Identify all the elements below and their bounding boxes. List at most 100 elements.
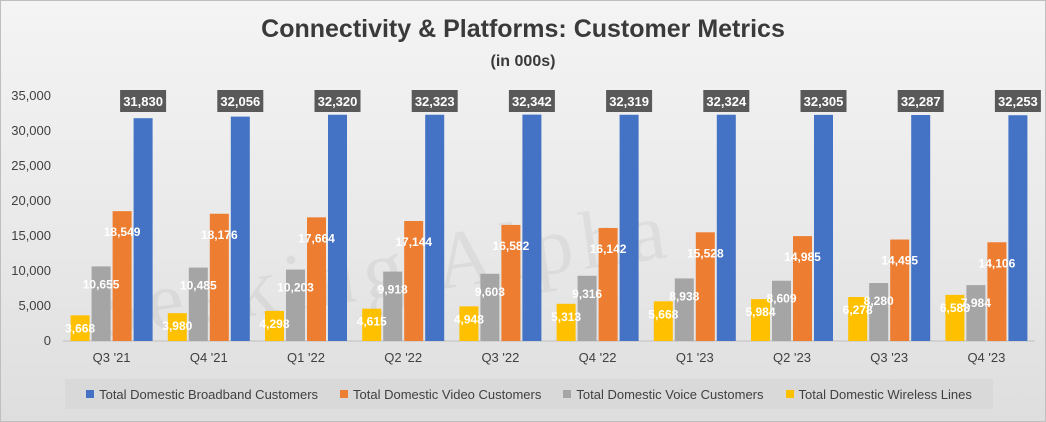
legend-label: Total Domestic Wireless Lines xyxy=(798,386,972,402)
data-label: 5,313 xyxy=(551,310,581,324)
data-label: 18,176 xyxy=(201,228,238,242)
bar-wireless xyxy=(848,297,868,341)
x-tick-label: Q1 '23 xyxy=(676,350,714,365)
bar-video xyxy=(987,242,1007,341)
data-label: 14,106 xyxy=(979,256,1016,270)
data-label-box xyxy=(994,90,1041,112)
data-label: 32,324 xyxy=(706,94,747,109)
data-label: 16,142 xyxy=(590,242,627,256)
data-label: 10,203 xyxy=(277,281,314,295)
bar-video xyxy=(695,232,715,341)
bar-broadband xyxy=(716,114,736,342)
data-label-box xyxy=(217,90,264,112)
data-label: 14,495 xyxy=(881,254,918,268)
bar-voice xyxy=(480,273,500,341)
y-tick-label: 0 xyxy=(44,333,51,348)
data-label: 14,985 xyxy=(784,250,821,264)
y-tick-label: 10,000 xyxy=(11,263,51,278)
legend-swatch xyxy=(86,390,95,398)
bar-wireless xyxy=(265,310,284,341)
data-label: 5,984 xyxy=(745,305,775,319)
data-label: 3,668 xyxy=(65,321,95,335)
data-label: 31,830 xyxy=(123,94,163,109)
bar-video xyxy=(501,224,521,341)
data-label-box xyxy=(897,90,944,112)
bar-video xyxy=(112,211,132,341)
x-tick-label: Q4 '21 xyxy=(190,350,228,365)
bar-wireless xyxy=(751,299,770,341)
y-tick-label: 30,000 xyxy=(11,123,51,138)
bar-video xyxy=(598,228,618,341)
data-label-box xyxy=(703,90,750,112)
data-label-box xyxy=(606,90,653,112)
data-label: 6,278 xyxy=(843,303,873,317)
y-tick-label: 15,000 xyxy=(11,228,51,243)
legend: Total Domestic Broadband Customers Total … xyxy=(65,379,993,409)
bar-wireless xyxy=(556,303,576,341)
bar-broadband xyxy=(133,118,153,341)
bar-video xyxy=(890,239,910,341)
chart-subtitle: (in 000s) xyxy=(490,53,556,70)
bar-video xyxy=(209,213,229,341)
data-label: 8,938 xyxy=(669,289,699,303)
legend-item: Total Domestic Video Customers xyxy=(340,387,541,402)
bar-broadband xyxy=(230,116,250,341)
x-tick-label: Q3 '23 xyxy=(870,350,908,365)
bar-broadband xyxy=(911,114,931,341)
bar-wireless xyxy=(653,301,673,341)
legend-swatch xyxy=(785,390,794,398)
legend-label: Total Domestic Broadband Customers xyxy=(99,386,319,402)
data-label: 5,668 xyxy=(648,307,678,321)
data-label-box xyxy=(411,90,458,112)
data-label-box xyxy=(314,90,361,112)
legend-item: Total Domestic Voice Customers xyxy=(563,386,764,402)
bar-wireless xyxy=(945,294,965,341)
data-label: 4,298 xyxy=(259,317,289,331)
bar-voice xyxy=(966,285,986,341)
data-label: 9,316 xyxy=(572,287,602,301)
data-label: 18,549 xyxy=(104,225,141,239)
bar-voice xyxy=(674,278,694,341)
bar-broadband xyxy=(425,114,445,341)
bar-broadband xyxy=(1008,115,1028,341)
bar-wireless xyxy=(362,308,382,341)
bar-voice xyxy=(188,267,208,341)
data-label: 7,984 xyxy=(961,296,991,310)
y-tick-label: 5,000 xyxy=(18,298,51,313)
data-label: 32,319 xyxy=(609,94,649,109)
data-label: 9,603 xyxy=(475,285,505,299)
y-tick-label: 25,000 xyxy=(11,158,51,173)
data-label: 32,253 xyxy=(998,94,1038,109)
data-label: 6,588 xyxy=(940,301,970,315)
bar-broadband xyxy=(522,114,542,341)
bar-wireless xyxy=(167,313,187,341)
legend-swatch xyxy=(340,390,349,398)
bar-wireless xyxy=(459,306,479,341)
data-label: 32,056 xyxy=(220,94,260,109)
data-label-box xyxy=(508,90,555,112)
legend-item: Total Domestic Wireless Lines xyxy=(785,386,972,402)
bar-broadband xyxy=(814,114,833,342)
data-label: 10,655 xyxy=(83,277,120,291)
bar-voice xyxy=(383,271,403,341)
data-label-box xyxy=(800,90,847,112)
data-label: 17,664 xyxy=(298,231,335,245)
y-tick-label: 35,000 xyxy=(11,88,51,103)
data-label: 16,582 xyxy=(493,239,530,253)
y-tick-label: 20,000 xyxy=(11,193,51,208)
x-tick-label: Q2 '22 xyxy=(384,350,422,365)
data-label: 4,615 xyxy=(357,315,387,329)
data-label: 10,485 xyxy=(180,279,217,293)
data-label: 17,144 xyxy=(395,235,432,249)
data-label: 9,918 xyxy=(378,283,408,297)
data-label: 32,287 xyxy=(901,94,941,109)
data-label: 32,305 xyxy=(804,94,844,109)
bar-voice xyxy=(577,275,597,341)
legend-label: Total Domestic Video Customers xyxy=(353,386,542,402)
x-tick-label: Q3 '22 xyxy=(481,350,519,365)
bar-voice xyxy=(91,266,111,341)
legend-label: Total Domestic Voice Customers xyxy=(576,386,764,402)
data-label: 32,323 xyxy=(415,94,455,109)
